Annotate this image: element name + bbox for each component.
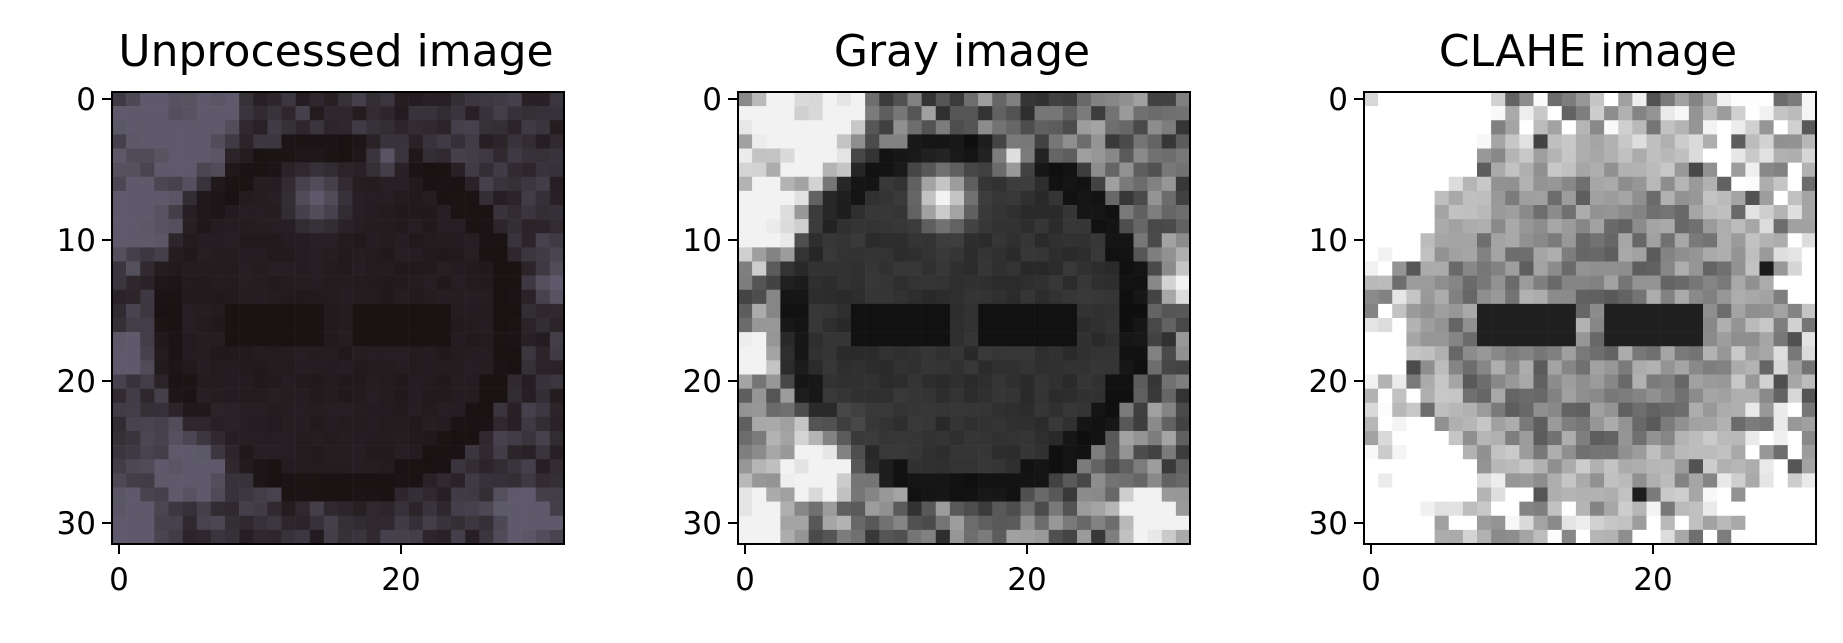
- y-tick-label: 30: [683, 506, 722, 542]
- y-tick-label: 20: [683, 364, 722, 400]
- x-axis: 0 20: [109, 544, 421, 598]
- panel-title: Unprocessed image: [118, 26, 553, 77]
- y-tick-label: 20: [1309, 364, 1348, 400]
- image-gray: [738, 92, 1190, 544]
- y-tick-label: 10: [57, 223, 96, 259]
- image-unprocessed: [112, 92, 564, 544]
- y-tick-label: 20: [57, 364, 96, 400]
- y-tick-label: 10: [1309, 223, 1348, 259]
- axes-frame: [1363, 91, 1817, 545]
- image-clahe: [1364, 92, 1816, 544]
- x-axis: 0 20: [1361, 544, 1673, 598]
- x-tick-label: 20: [1633, 562, 1672, 598]
- y-tick-label: 0: [702, 82, 722, 118]
- x-tick-label: 0: [1361, 562, 1381, 598]
- y-axis: 0 10 20 30: [1309, 82, 1364, 542]
- panel-gray: Gray image 0 10 20 30 0 20: [683, 26, 1191, 598]
- panel-title: CLAHE image: [1439, 26, 1737, 77]
- y-tick-label: 0: [76, 82, 96, 118]
- y-tick-label: 10: [683, 223, 722, 259]
- x-tick-label: 20: [1007, 562, 1046, 598]
- y-tick-label: 30: [57, 506, 96, 542]
- axes-frame: [737, 91, 1191, 545]
- y-axis: 0 10 20 30: [683, 82, 738, 542]
- x-tick-label: 0: [109, 562, 129, 598]
- x-tick-label: 20: [381, 562, 420, 598]
- y-axis: 0 10 20 30: [57, 82, 112, 542]
- axes-frame: [111, 91, 565, 545]
- y-tick-label: 30: [1309, 506, 1348, 542]
- x-tick-label: 0: [735, 562, 755, 598]
- y-tick-label: 0: [1328, 82, 1348, 118]
- panel-clahe: CLAHE image 0 10 20 30 0 20: [1309, 26, 1817, 598]
- x-axis: 0 20: [735, 544, 1047, 598]
- panel-title: Gray image: [834, 26, 1090, 77]
- panel-unprocessed: Unprocessed image 0 10 20 30 0 20: [57, 26, 565, 598]
